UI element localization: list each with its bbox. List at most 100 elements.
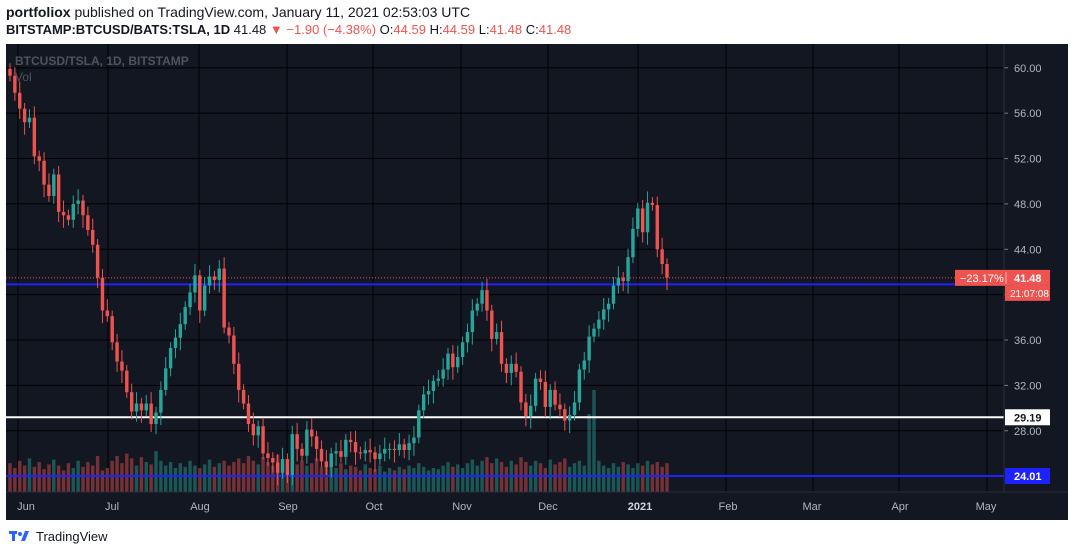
x-tick-label: Oct [365, 501, 382, 513]
volume-bar [139, 457, 144, 492]
candle-body [402, 444, 406, 451]
candle-body [373, 452, 377, 460]
volume-bar [125, 453, 129, 492]
candle-body [602, 309, 606, 320]
x-tick-label: Feb [719, 501, 738, 513]
volume-bar [567, 466, 572, 492]
price-chart[interactable]: 60.0056.0052.0048.0044.0040.0036.0032.00… [0, 43, 1073, 521]
volume-bar [626, 464, 630, 492]
volume-bar [373, 469, 377, 492]
volume-bar [353, 466, 358, 492]
open-label: O: [379, 22, 394, 37]
candle-body [212, 276, 217, 280]
volume-bar [402, 469, 406, 492]
volume-bar [66, 463, 71, 492]
candle-body [105, 310, 110, 317]
volume-bar [587, 414, 591, 492]
footer-brand[interactable]: TradingView [36, 528, 108, 544]
candle-body [431, 380, 436, 392]
candle-body [144, 403, 148, 411]
candle-body [611, 285, 616, 304]
volume-bar [631, 468, 635, 492]
candle-body [640, 208, 645, 233]
volume-bar [319, 466, 324, 492]
volume-bar [71, 468, 75, 492]
candle-body [71, 203, 75, 220]
candle-body [37, 156, 41, 161]
volume-bar [271, 465, 275, 492]
time-axis[interactable]: Jun Jul Aug Sep Oct Nov Dec 2021 Feb Mar Apr May [6, 491, 1068, 513]
volume-bar [95, 456, 100, 492]
candle-body [32, 117, 37, 157]
time-axis-background [6, 492, 1068, 520]
candles [8, 63, 669, 486]
candle-body [115, 342, 119, 362]
volume-bar [392, 470, 397, 492]
candle-body [417, 410, 421, 438]
volume-bar [465, 463, 470, 492]
candle-body [56, 174, 61, 212]
author-name[interactable]: portfoliox [6, 4, 71, 20]
candle-body [621, 277, 625, 282]
volume-bar [572, 463, 577, 492]
volume-bar [8, 463, 12, 492]
volume-bar [475, 465, 479, 492]
candle-body [42, 160, 46, 185]
candle-body [217, 268, 221, 280]
volume-bar [636, 463, 640, 492]
candle-body [168, 347, 173, 369]
ticker-line: BITSTAMP:BTCUSD/BATS:TSLA, 1D 41.48 ▼ −1… [6, 22, 571, 37]
candle-body [606, 303, 611, 310]
candle-body [446, 353, 450, 370]
candle-body [368, 450, 372, 453]
candle-body [319, 448, 324, 462]
publish-header: portfoliox published on TradingView.com,… [6, 4, 470, 20]
volume-bar [660, 466, 664, 492]
candle-body [421, 394, 426, 411]
candle-body [149, 403, 153, 424]
candle-body [538, 378, 543, 382]
candle-body [76, 200, 80, 204]
volume-bar [198, 468, 202, 492]
candle-body [52, 174, 56, 196]
volume-bar [256, 464, 260, 492]
candle-body [329, 453, 333, 468]
candle-body [655, 205, 659, 250]
candle-body [66, 215, 71, 220]
candle-body [597, 319, 601, 329]
candle-body [91, 230, 95, 245]
candle-body [348, 439, 353, 443]
candle-body [81, 200, 85, 216]
candle-body [129, 392, 134, 412]
candle-body [567, 414, 572, 421]
volume-bar [91, 465, 95, 492]
close-value: 41.48 [538, 22, 572, 37]
volume-bar [543, 468, 548, 492]
candle-body [290, 434, 294, 475]
y-tick-label: 52.00 [1014, 154, 1042, 166]
candle-body [110, 316, 114, 343]
candle-body [451, 353, 455, 368]
candle-body [18, 92, 22, 109]
candle-body [139, 403, 144, 411]
volume-bar [451, 466, 455, 492]
volume-bar [32, 466, 37, 492]
candle-body [310, 429, 314, 437]
candle-body [173, 337, 178, 348]
candle-body [485, 290, 489, 311]
candle-body [587, 336, 591, 361]
volume-bar [261, 457, 265, 492]
volume-bar [378, 465, 382, 492]
candle-body [47, 184, 51, 196]
volume-bar [421, 466, 426, 492]
candle-body [509, 363, 513, 373]
last-price: 41.48 [233, 22, 267, 37]
candle-body [300, 448, 304, 456]
candle-body [407, 443, 411, 451]
volume-bar [611, 463, 616, 492]
volume-bar [134, 465, 139, 492]
candle-body [460, 342, 465, 358]
y-tick-label: 48.00 [1014, 199, 1042, 211]
volume-bar [344, 469, 348, 492]
